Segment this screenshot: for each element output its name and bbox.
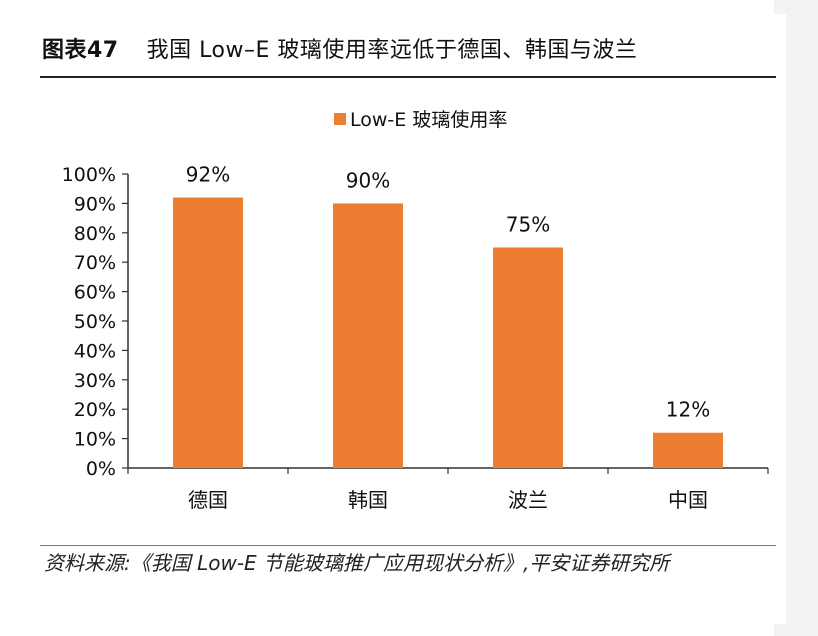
bar-chart: Low-E 玻璃使用率 0% 10% 20% 30% 40% 50% 60% 70% 80% 90%… (62, 109, 769, 512)
y-tick-label: 60% (74, 282, 116, 304)
x-category-label: 中国 (668, 488, 708, 512)
y-tick-label: 10% (74, 429, 116, 451)
data-label: 90% (346, 168, 390, 192)
legend-swatch (334, 113, 346, 125)
bar (173, 197, 243, 468)
source-note: 资料来源:《我国 Low-E 节能玻璃推广应用现状分析》,平安证券研究所 (44, 551, 670, 575)
x-category-label: 德国 (188, 488, 228, 512)
figure-number: 图表47 (42, 38, 119, 63)
data-label: 92% (186, 163, 230, 187)
y-tick-label: 40% (74, 340, 116, 362)
bar (653, 432, 723, 468)
figure-title: 图表47 我国 Low–E 玻璃使用率远低于德国、韩国与波兰 (42, 32, 637, 64)
bar (333, 203, 403, 468)
figure-panel: 图表47 我国 Low–E 玻璃使用率远低于德国、韩国与波兰 Low-E 玻璃使用… (28, 14, 786, 624)
y-tick-label: 20% (74, 399, 116, 421)
data-label: 12% (666, 398, 710, 422)
bar (493, 247, 563, 468)
legend-label: Low-E 玻璃使用率 (350, 109, 507, 131)
y-tick-label: 100% (62, 164, 116, 186)
data-label: 75% (506, 213, 550, 237)
legend: Low-E 玻璃使用率 (334, 109, 507, 131)
y-tick-label: 30% (74, 370, 116, 392)
y-tick-label: 70% (74, 252, 116, 274)
y-tick-label: 80% (74, 223, 116, 245)
x-category-label: 波兰 (508, 488, 548, 512)
y-tick-label: 0% (86, 458, 116, 480)
figure-title-text: 我国 Low–E 玻璃使用率远低于德国、韩国与波兰 (146, 38, 638, 63)
x-category-label: 韩国 (348, 488, 388, 512)
title-rule (40, 76, 776, 78)
source-rule (40, 545, 776, 546)
y-tick-label: 90% (74, 193, 116, 215)
y-tick-label: 50% (74, 311, 116, 333)
